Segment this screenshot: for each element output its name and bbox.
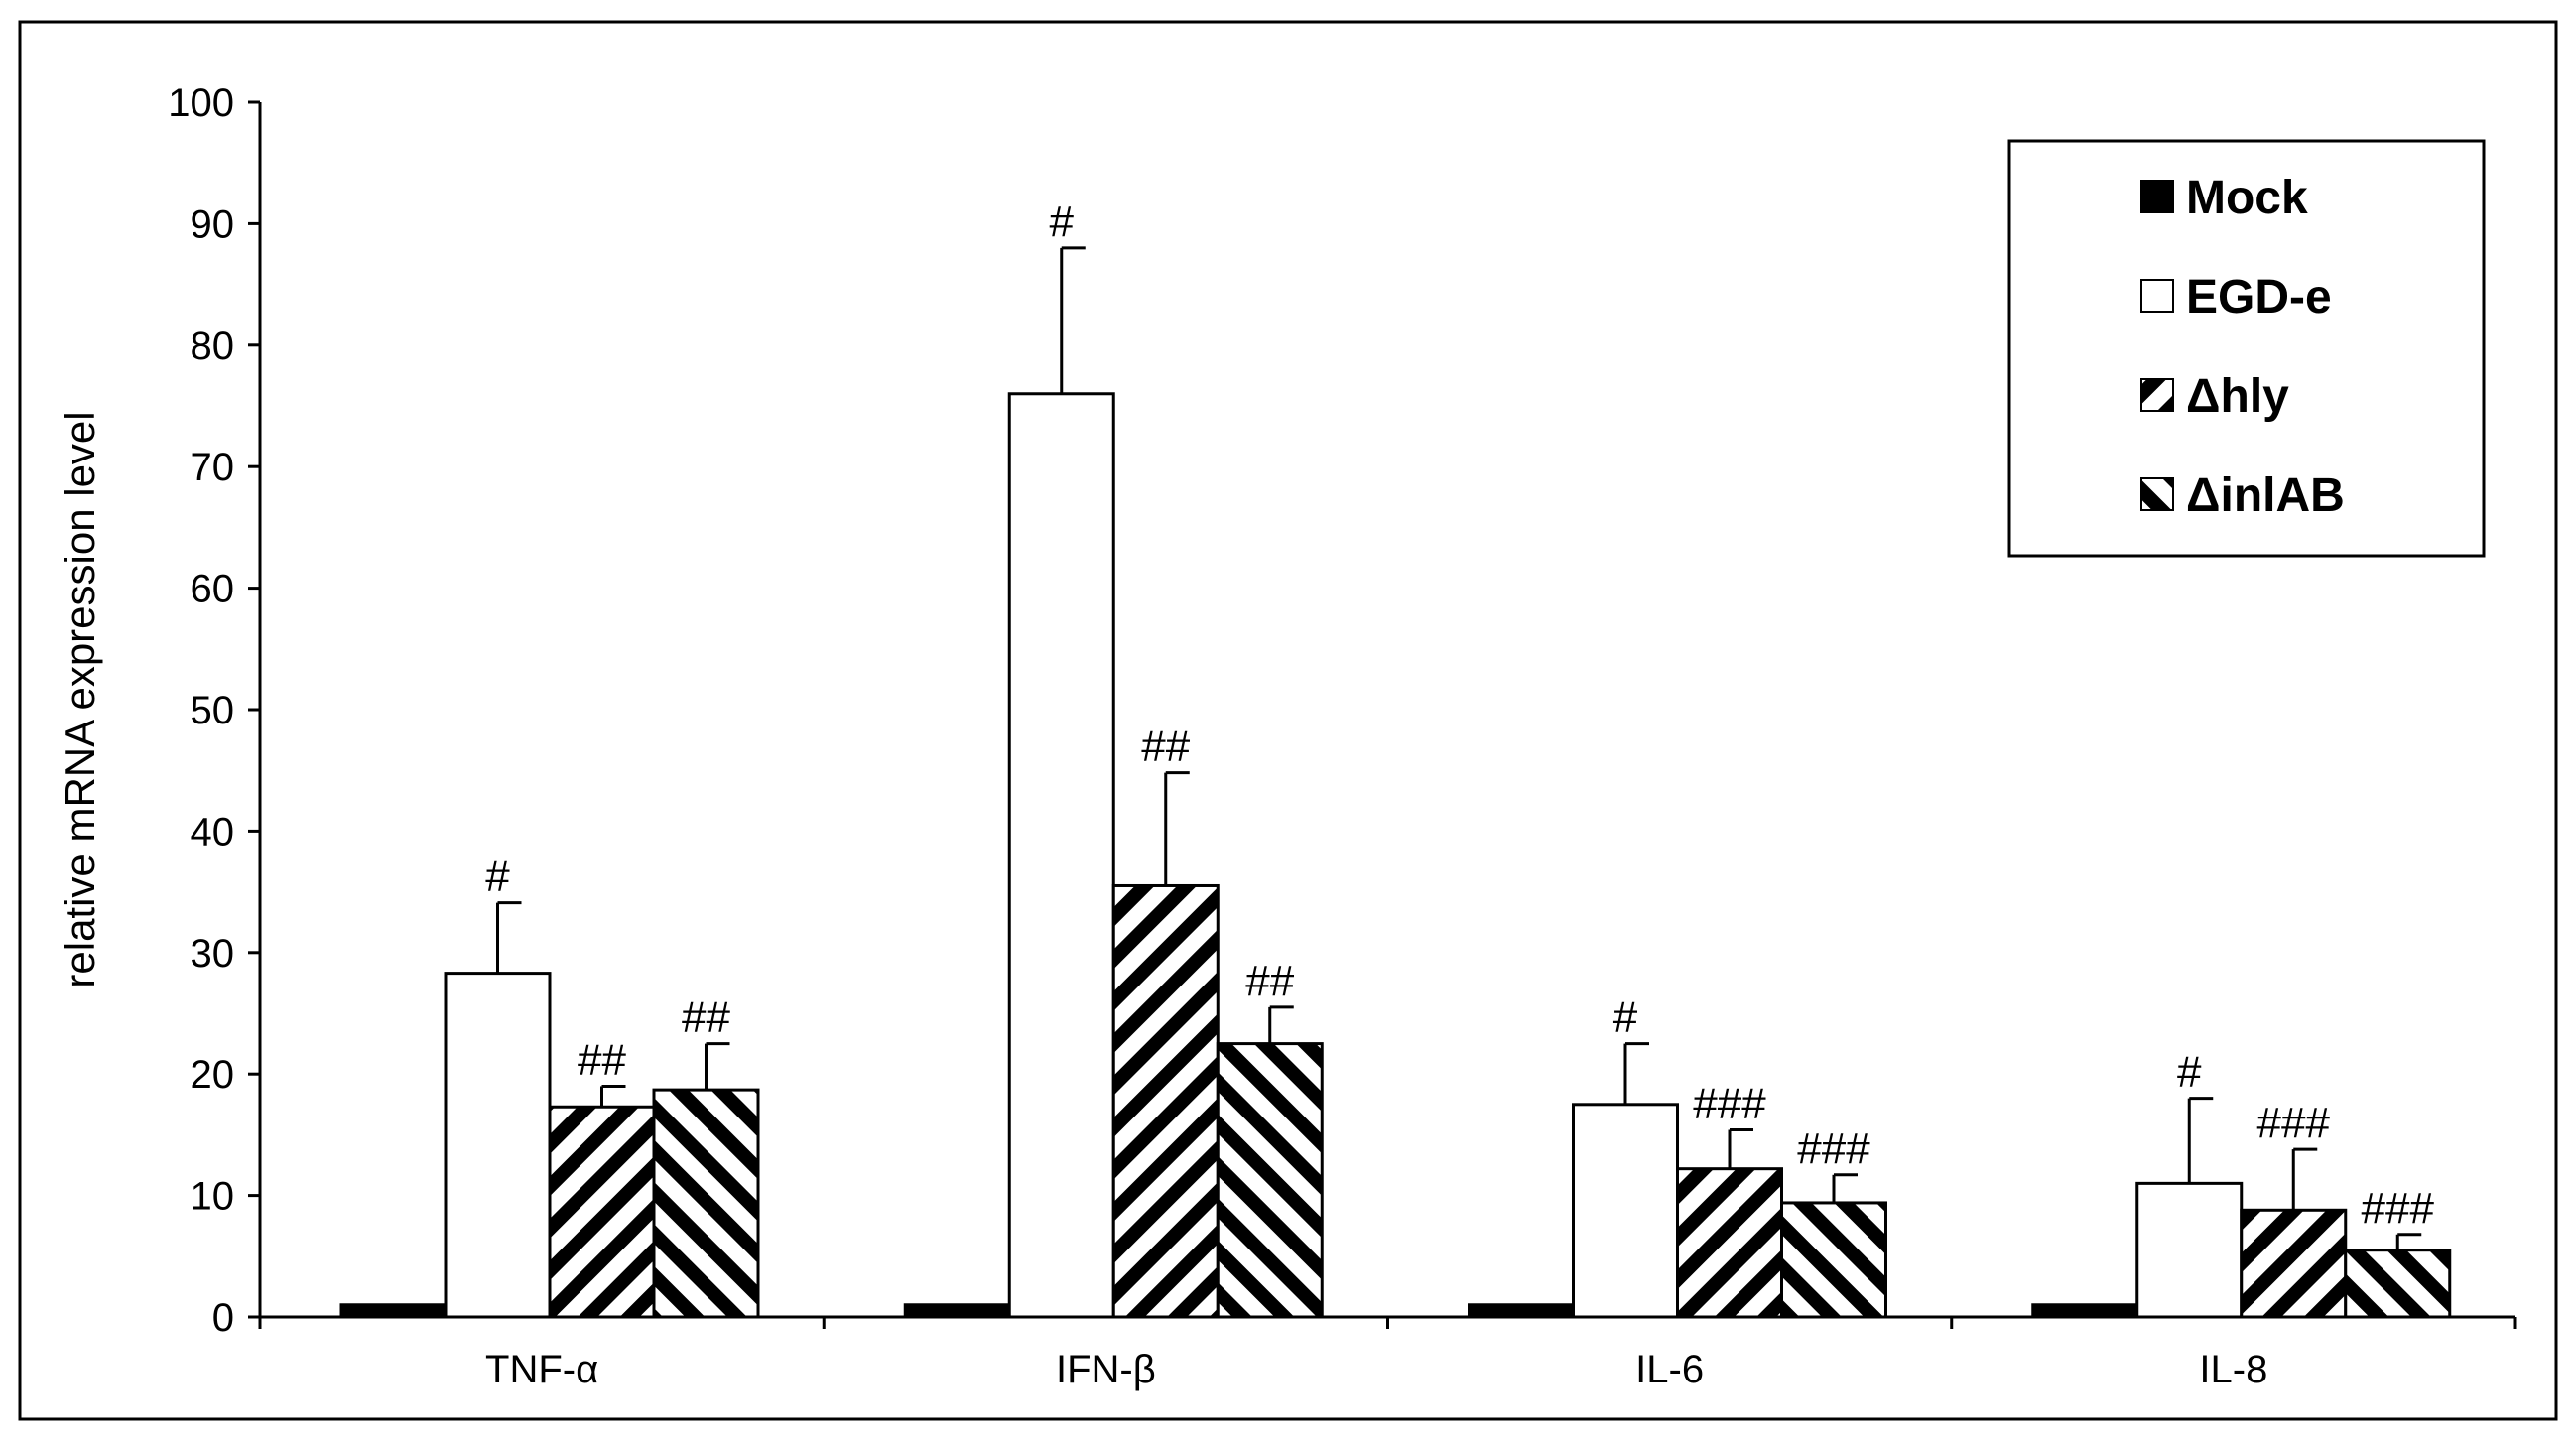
significance-label: # bbox=[485, 853, 510, 901]
bar bbox=[903, 1303, 1011, 1319]
significance-label: # bbox=[1050, 197, 1075, 246]
bar bbox=[1676, 1167, 1783, 1319]
significance-label: ## bbox=[682, 993, 730, 1042]
significance-label: ## bbox=[1141, 723, 1190, 771]
x-category-label: TNF-α bbox=[485, 1348, 598, 1391]
y-tick-label: 10 bbox=[191, 1175, 235, 1219]
bar bbox=[2344, 1249, 2452, 1319]
figure-border bbox=[18, 20, 2558, 1421]
y-tick-label: 100 bbox=[168, 81, 234, 125]
y-tick-label: 60 bbox=[191, 568, 235, 611]
bar bbox=[1216, 1042, 1324, 1319]
bar bbox=[1007, 392, 1115, 1319]
significance-label: ### bbox=[1693, 1080, 1766, 1128]
y-axis-label: relative mRNA expression level bbox=[57, 411, 103, 987]
y-tick-label: 90 bbox=[191, 202, 235, 246]
bar bbox=[2240, 1208, 2348, 1319]
bar bbox=[548, 1105, 656, 1319]
significance-label: ### bbox=[2362, 1184, 2435, 1233]
legend-swatch bbox=[2140, 477, 2174, 511]
legend-swatch bbox=[2140, 378, 2174, 412]
legend-swatch bbox=[2140, 180, 2174, 213]
legend-label: ΔinlAB bbox=[2186, 469, 2345, 522]
x-category-label: IFN-β bbox=[1056, 1348, 1156, 1391]
legend-swatch bbox=[2140, 279, 2174, 313]
bar bbox=[2135, 1181, 2244, 1319]
legend-label: EGD-e bbox=[2186, 271, 2332, 324]
legend: Mock EGD-e Δhly ΔinlAB bbox=[2007, 139, 2486, 558]
bar bbox=[2031, 1303, 2139, 1319]
y-tick-label: 0 bbox=[212, 1296, 234, 1340]
bar bbox=[444, 972, 552, 1319]
legend-label: Mock bbox=[2186, 172, 2308, 224]
significance-label: ## bbox=[1245, 957, 1294, 1005]
y-tick-label: 20 bbox=[191, 1053, 235, 1097]
significance-label: # bbox=[1613, 993, 1638, 1042]
bar bbox=[339, 1303, 448, 1319]
y-tick-label: 80 bbox=[191, 325, 235, 368]
bar bbox=[1780, 1201, 1887, 1319]
y-tick-label: 70 bbox=[191, 446, 235, 489]
bar bbox=[1468, 1303, 1575, 1319]
y-tick-label: 50 bbox=[191, 689, 235, 732]
significance-label: ### bbox=[2257, 1099, 2331, 1147]
significance-label: # bbox=[2177, 1048, 2202, 1097]
legend-label: Δhly bbox=[2186, 370, 2289, 423]
x-category-label: IL-8 bbox=[2199, 1348, 2267, 1391]
legend-box bbox=[2007, 139, 2486, 558]
bar bbox=[1572, 1103, 1679, 1319]
x-category-label: IL-6 bbox=[1635, 1348, 1704, 1391]
y-tick-label: 30 bbox=[191, 932, 235, 976]
significance-label: ### bbox=[1797, 1124, 1870, 1173]
y-tick-label: 40 bbox=[191, 810, 235, 854]
bar bbox=[652, 1088, 760, 1319]
bar bbox=[1111, 883, 1220, 1319]
significance-label: ## bbox=[578, 1035, 626, 1084]
